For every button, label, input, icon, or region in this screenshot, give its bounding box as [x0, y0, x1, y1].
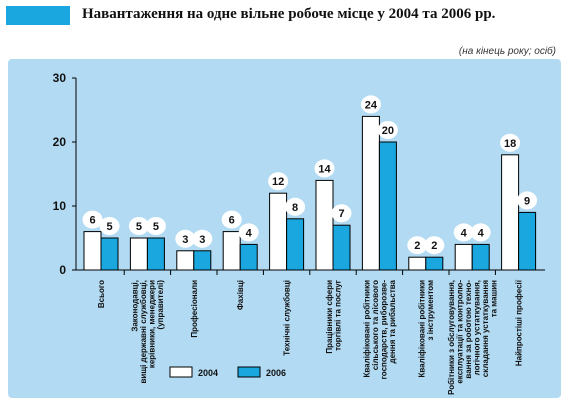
value-bubble — [175, 229, 196, 248]
data-label-2006: 5 — [106, 221, 112, 233]
value-bubble — [82, 210, 103, 229]
y-tick-label: 20 — [53, 135, 67, 149]
value-bubble — [285, 197, 306, 216]
value-bubble — [407, 236, 428, 255]
bar-2006 — [100, 237, 119, 271]
value-bubble — [145, 217, 166, 235]
category-label: Всього — [97, 280, 106, 308]
chart-title: Навантаження на одне вільне робоче місце… — [82, 6, 496, 22]
data-label-2004: 2 — [414, 240, 420, 252]
value-bubble — [517, 191, 538, 210]
bar-2004 — [361, 115, 380, 271]
data-label-2006: 20 — [382, 125, 394, 137]
y-tick-label: 10 — [53, 199, 67, 213]
legend-label-2006: 2006 — [266, 368, 286, 378]
value-bubble — [331, 204, 352, 223]
bar-2006 — [332, 224, 351, 271]
value-bubble — [221, 210, 242, 229]
bar-2004 — [83, 231, 102, 271]
chart-subtitle: (на кінець року; осіб) — [458, 46, 556, 57]
data-label-2004: 5 — [136, 221, 142, 233]
data-label-2004: 6 — [89, 215, 95, 227]
value-bubble — [99, 217, 120, 235]
data-label-2004: 3 — [182, 234, 188, 246]
category-label: Кваліфіковані робітникиз інструментом — [418, 280, 436, 378]
data-label-2006: 9 — [524, 195, 530, 207]
data-label-2006: 2 — [431, 240, 437, 252]
bar-2004 — [176, 250, 195, 271]
value-bubble — [192, 229, 213, 248]
value-bubble — [238, 223, 259, 242]
bar-2006 — [425, 256, 444, 271]
y-tick-label: 0 — [59, 263, 66, 277]
bar-2004 — [222, 231, 241, 271]
value-bubble — [500, 133, 521, 152]
bar-2004 — [454, 243, 473, 271]
value-bubble — [470, 223, 491, 242]
legend-swatch-2006 — [237, 366, 261, 378]
bar-2004 — [129, 237, 148, 271]
category-label: Працівники сфериторгівлі та послуг — [325, 279, 343, 353]
value-bubble — [453, 223, 474, 242]
data-label-2006: 5 — [153, 221, 159, 233]
bar-2006 — [378, 141, 397, 271]
value-bubble — [377, 121, 398, 139]
value-bubble — [268, 172, 289, 191]
data-label-2006: 8 — [292, 202, 298, 214]
category-label: Професіонали — [190, 280, 199, 338]
bar-2006 — [518, 211, 537, 271]
category-label: Технічні службовці — [283, 280, 292, 356]
bar-2006 — [193, 250, 212, 271]
value-bubble — [314, 159, 335, 178]
value-bubble — [424, 236, 445, 255]
data-label-2004: 6 — [229, 215, 235, 227]
bar-2004 — [501, 154, 520, 271]
category-label: Законодавці,вищі державні службовці,кері… — [131, 280, 166, 384]
data-label-2006: 4 — [246, 227, 253, 239]
title-marker — [6, 6, 70, 25]
category-label: Фахівці — [236, 280, 245, 310]
bar-2004 — [315, 179, 334, 271]
data-label-2006: 4 — [478, 227, 485, 239]
y-tick-label: 30 — [53, 71, 67, 85]
category-label: Найпростіші професії — [515, 279, 524, 366]
data-label-2004: 4 — [461, 227, 468, 239]
value-bubble — [360, 95, 381, 114]
bar-2006 — [239, 243, 258, 271]
data-label-2004: 24 — [365, 99, 378, 111]
data-label-2006: 7 — [338, 208, 344, 220]
legend-swatch-2004 — [169, 366, 193, 378]
bar-2004 — [269, 192, 288, 271]
category-label: Кваліфіковані робітникисільського та ліс… — [363, 279, 398, 379]
data-label-2004: 12 — [272, 176, 284, 188]
data-label-2006: 3 — [199, 234, 205, 246]
legend-label-2004: 2004 — [198, 368, 218, 378]
value-bubble — [128, 217, 149, 235]
bar-2006 — [471, 243, 490, 271]
data-label-2004: 18 — [504, 138, 516, 150]
bar-2004 — [408, 256, 427, 271]
bar-2006 — [286, 218, 305, 271]
data-label-2004: 14 — [318, 163, 331, 175]
bar-2006 — [146, 237, 165, 271]
category-label: Робітники з обслуговування,експлуатації … — [447, 280, 499, 395]
